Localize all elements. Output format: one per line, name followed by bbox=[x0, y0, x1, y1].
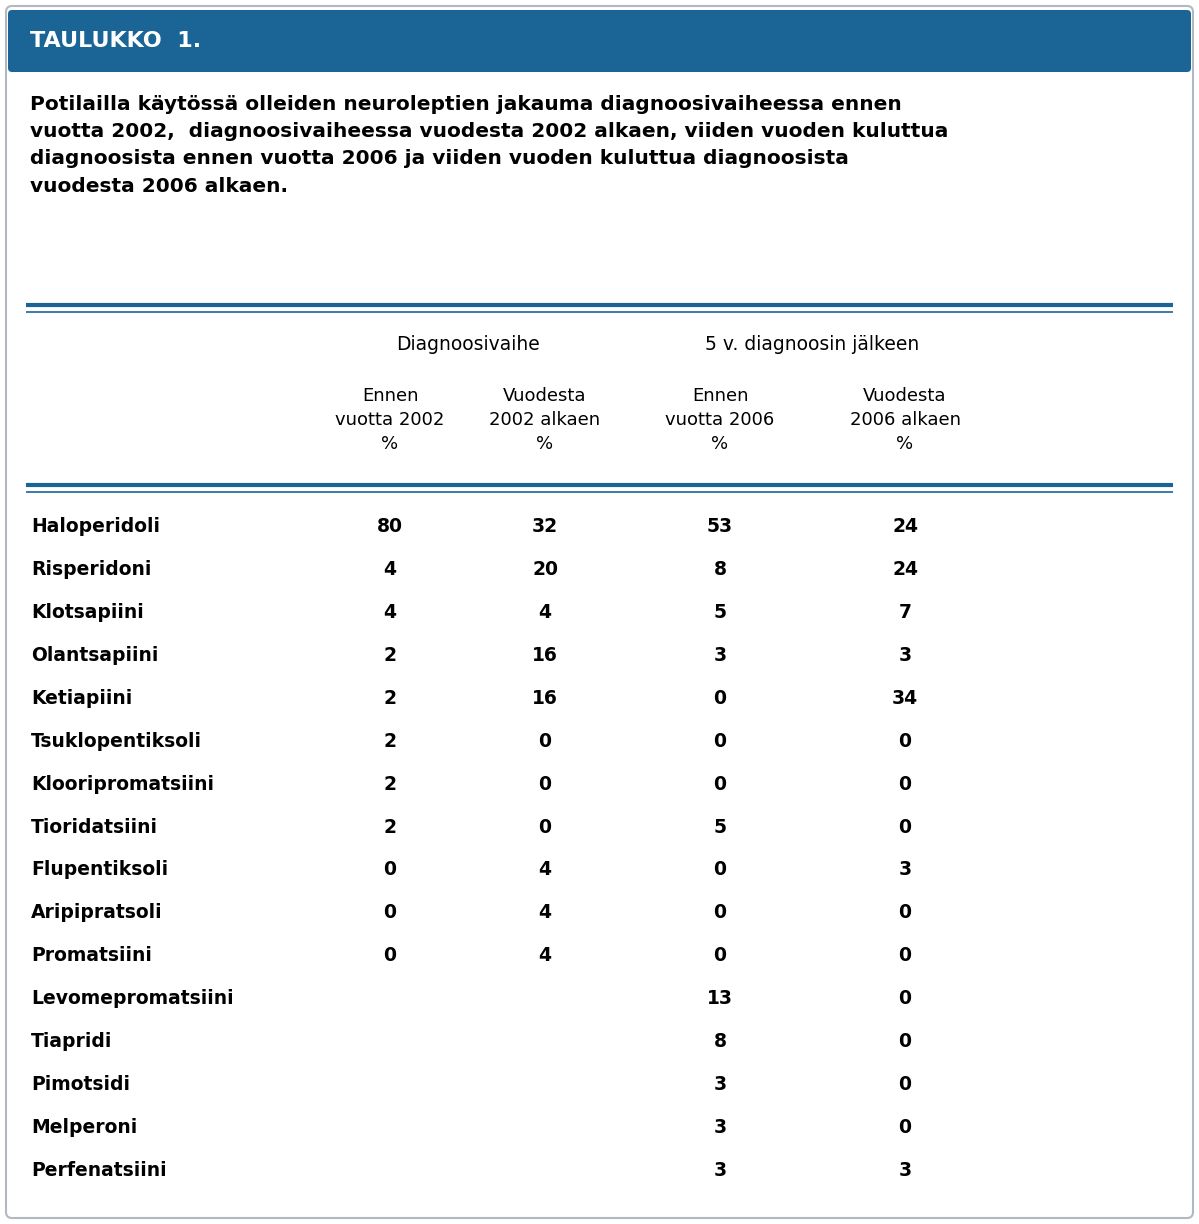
Text: 2: 2 bbox=[384, 818, 397, 836]
Text: 0: 0 bbox=[898, 989, 911, 1009]
Text: Aripipratsoli: Aripipratsoli bbox=[31, 903, 163, 923]
Text: 16: 16 bbox=[532, 646, 558, 665]
Text: 0: 0 bbox=[538, 732, 552, 750]
Text: Klotsapiini: Klotsapiini bbox=[31, 603, 144, 622]
Text: 0: 0 bbox=[713, 689, 727, 707]
Text: 0: 0 bbox=[898, 903, 911, 923]
Text: 0: 0 bbox=[898, 1032, 911, 1051]
Text: 0: 0 bbox=[713, 860, 727, 880]
Text: 13: 13 bbox=[707, 989, 733, 1009]
Text: 53: 53 bbox=[707, 517, 733, 536]
Text: 0: 0 bbox=[384, 860, 397, 880]
Text: Klooripromatsiini: Klooripromatsiini bbox=[31, 775, 213, 793]
Text: 5: 5 bbox=[713, 603, 727, 622]
Text: Flupentiksoli: Flupentiksoli bbox=[31, 860, 168, 880]
Text: 0: 0 bbox=[898, 775, 911, 793]
Text: Tioridatsiini: Tioridatsiini bbox=[31, 818, 158, 836]
Text: 24: 24 bbox=[892, 559, 918, 579]
Text: 2: 2 bbox=[384, 732, 397, 750]
Text: 0: 0 bbox=[898, 1118, 911, 1137]
Text: 0: 0 bbox=[384, 946, 397, 966]
Text: 4: 4 bbox=[538, 603, 552, 622]
FancyBboxPatch shape bbox=[6, 6, 1193, 1218]
Text: 3: 3 bbox=[898, 1162, 911, 1180]
Text: 16: 16 bbox=[532, 689, 558, 707]
Text: Levomepromatsiini: Levomepromatsiini bbox=[31, 989, 234, 1009]
Text: 0: 0 bbox=[713, 732, 727, 750]
Text: Melperoni: Melperoni bbox=[31, 1118, 137, 1137]
Text: 5: 5 bbox=[713, 818, 727, 836]
Text: 8: 8 bbox=[713, 1032, 727, 1051]
Text: 4: 4 bbox=[384, 603, 397, 622]
Text: 4: 4 bbox=[384, 559, 397, 579]
Text: Tsuklopentiksoli: Tsuklopentiksoli bbox=[31, 732, 201, 750]
Text: 0: 0 bbox=[713, 903, 727, 923]
Text: Ennen
vuotta 2002
%: Ennen vuotta 2002 % bbox=[336, 387, 445, 453]
Text: Olantsapiini: Olantsapiini bbox=[31, 646, 158, 665]
Text: 7: 7 bbox=[898, 603, 911, 622]
Text: 24: 24 bbox=[892, 517, 918, 536]
Text: 8: 8 bbox=[713, 559, 727, 579]
Text: 2: 2 bbox=[384, 775, 397, 793]
Text: 0: 0 bbox=[538, 818, 552, 836]
Text: Tiapridi: Tiapridi bbox=[31, 1032, 113, 1051]
Text: Pimotsidi: Pimotsidi bbox=[31, 1075, 129, 1094]
Text: 5 v. diagnoosin jälkeen: 5 v. diagnoosin jälkeen bbox=[705, 335, 920, 355]
Text: Vuodesta
2006 alkaen
%: Vuodesta 2006 alkaen % bbox=[850, 387, 960, 453]
Text: 3: 3 bbox=[713, 1118, 727, 1137]
Text: Potilailla käytössä olleiden neuroleptien jakauma diagnoosivaiheessa ennen
vuott: Potilailla käytössä olleiden neuroleptie… bbox=[30, 95, 948, 196]
Text: 3: 3 bbox=[898, 860, 911, 880]
Text: 34: 34 bbox=[892, 689, 918, 707]
Text: TAULUKKO  1.: TAULUKKO 1. bbox=[30, 31, 201, 51]
Text: 0: 0 bbox=[713, 775, 727, 793]
Text: Perfenatsiini: Perfenatsiini bbox=[31, 1162, 167, 1180]
Text: 0: 0 bbox=[898, 732, 911, 750]
Text: Ketiapiini: Ketiapiini bbox=[31, 689, 132, 707]
Text: 2: 2 bbox=[384, 646, 397, 665]
Text: 4: 4 bbox=[538, 946, 552, 966]
Text: 0: 0 bbox=[384, 903, 397, 923]
Text: 3: 3 bbox=[713, 1075, 727, 1094]
Text: 4: 4 bbox=[538, 903, 552, 923]
Text: 3: 3 bbox=[898, 646, 911, 665]
FancyBboxPatch shape bbox=[8, 10, 1191, 72]
Text: 0: 0 bbox=[898, 818, 911, 836]
Text: 0: 0 bbox=[898, 1075, 911, 1094]
Text: 3: 3 bbox=[713, 1162, 727, 1180]
Text: 4: 4 bbox=[538, 860, 552, 880]
Text: Promatsiini: Promatsiini bbox=[31, 946, 152, 966]
Text: Haloperidoli: Haloperidoli bbox=[31, 517, 159, 536]
Text: Diagnoosivaihe: Diagnoosivaihe bbox=[396, 335, 540, 355]
Text: 80: 80 bbox=[376, 517, 403, 536]
Text: Vuodesta
2002 alkaen
%: Vuodesta 2002 alkaen % bbox=[489, 387, 601, 453]
Text: 20: 20 bbox=[532, 559, 558, 579]
Text: 2: 2 bbox=[384, 689, 397, 707]
Text: 0: 0 bbox=[713, 946, 727, 966]
Text: 0: 0 bbox=[538, 775, 552, 793]
Text: 0: 0 bbox=[898, 946, 911, 966]
Text: Risperidoni: Risperidoni bbox=[31, 559, 151, 579]
Text: 32: 32 bbox=[532, 517, 558, 536]
Text: Ennen
vuotta 2006
%: Ennen vuotta 2006 % bbox=[665, 387, 775, 453]
Text: 3: 3 bbox=[713, 646, 727, 665]
